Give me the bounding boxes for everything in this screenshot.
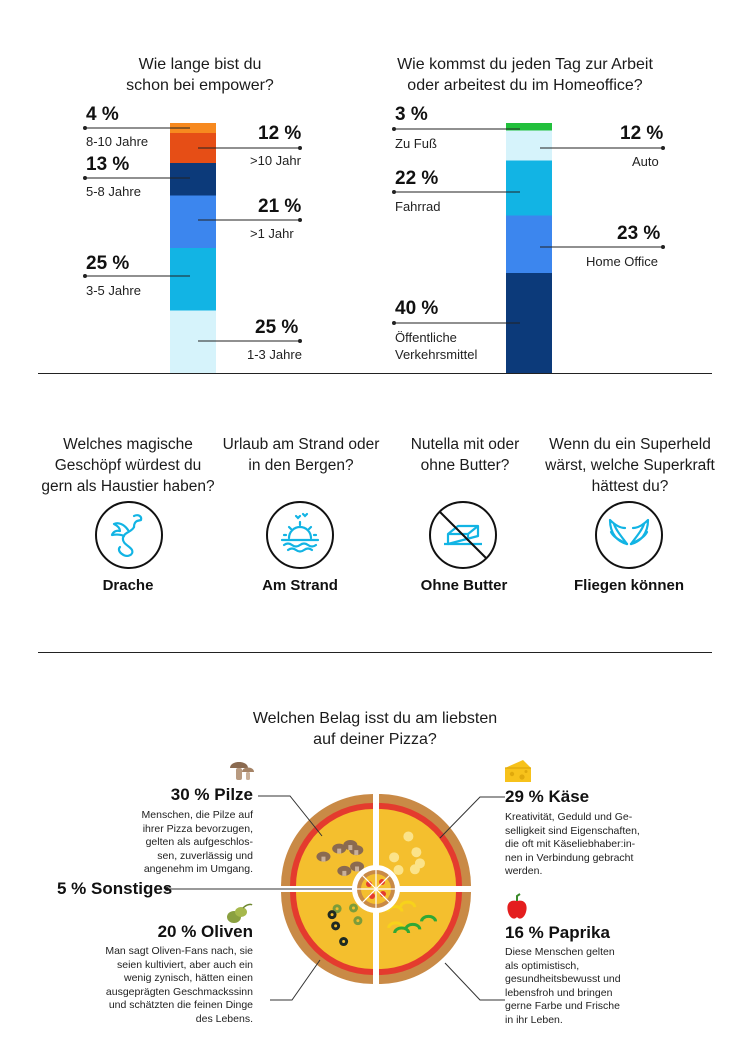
cheese-icon: [505, 760, 531, 782]
bar-segment: [506, 130, 552, 161]
chart1-label-text: 1-3 Jahre: [247, 347, 302, 362]
bar-segment: [506, 215, 552, 273]
mini-topping: [369, 893, 375, 899]
chart2-label-pct: 3 %: [395, 104, 428, 125]
chart1-label-text: 3-5 Jahre: [86, 283, 141, 298]
chart2-label-text: Home Office: [586, 254, 659, 269]
leader-dot: [392, 127, 396, 131]
bar-segment: [170, 195, 216, 248]
pizza-label-kaese-title: 29 % Käse: [505, 787, 590, 806]
pizza-leader-line: [439, 796, 505, 839]
pizza-label-paprika-desc: Diese Menschen gelten als optimistisch, …: [505, 946, 621, 1026]
bar-segment: [506, 160, 552, 216]
pizza-label-pilze-title: 30 % Pilze: [170, 785, 253, 804]
quiz-question: Welches magische Geschöpf würdest du ger…: [41, 436, 215, 495]
pizza-label-oliven-title: 20 % Oliven: [157, 922, 253, 941]
dragon-icon: [95, 501, 163, 569]
section-divider: [38, 652, 712, 653]
bar-segment: [170, 248, 216, 311]
chart1-label-text: 5-8 Jahre: [86, 184, 141, 199]
chart1-label-text: >1 Jahr: [250, 226, 294, 241]
chart2-label-text: Öffentliche Verkehrsmittel: [395, 330, 478, 362]
quiz-answer: Drache: [102, 577, 154, 594]
pizza-leader-line: [258, 795, 323, 837]
leader-dot: [83, 274, 87, 278]
pizza-leader-line: [270, 959, 321, 1001]
pizza-label-paprika-title: 16 % Paprika: [505, 923, 610, 942]
mushroom-icon: [230, 762, 254, 780]
mini-topping: [366, 881, 372, 887]
chart2-label-pct: 12 %: [620, 123, 664, 144]
chart2-label-pct: 22 %: [395, 168, 439, 189]
pizza-slice-paprika: [379, 892, 471, 984]
leader-dot: [298, 218, 302, 222]
mini-topping: [379, 879, 385, 885]
chart3-title: Welchen Belag isst du am liebsten auf de…: [252, 710, 498, 748]
bar-segment: [170, 123, 216, 133]
pizza-slice-kaese: [379, 794, 471, 886]
chart2-label-pct: 23 %: [617, 223, 661, 244]
chart1-label-pct: 13 %: [86, 154, 130, 175]
wings-icon: [595, 501, 663, 569]
pizza-label-oliven-desc: Man sagt Oliven-Fans nach, sie seien kul…: [105, 945, 253, 1025]
paprika-icon: [507, 893, 527, 919]
leader-dot: [392, 190, 396, 194]
leader-dot: [298, 146, 302, 150]
chart2-title: Wie kommst du jeden Tag zur Arbeit oder …: [397, 56, 653, 94]
chart1-label-pct: 12 %: [258, 123, 302, 144]
bar-segment: [506, 123, 552, 131]
chart1-label-text: >10 Jahr: [250, 153, 301, 168]
leader-dot: [298, 339, 302, 343]
quiz-answer: Am Strand: [262, 577, 338, 594]
chart1-title: Wie lange bist du schon bei empower?: [126, 56, 274, 94]
bar-segment: [170, 163, 216, 196]
section-divider: [38, 373, 712, 374]
leader-dot: [83, 176, 87, 180]
leader-dot: [392, 321, 396, 325]
pizza-label-sonstiges: 5 % Sonstiges: [57, 879, 173, 898]
pizza-slice-oliven: [281, 892, 373, 984]
quiz-answer: Fliegen können: [573, 577, 684, 594]
pizza-leader-line: [444, 962, 505, 1001]
mini-topping: [380, 891, 386, 897]
quiz-question: Wenn du ein Superheld wärst, welche Supe…: [545, 436, 715, 495]
bar-segment: [170, 310, 216, 373]
chart1-label-text: 8-10 Jahre: [86, 134, 149, 149]
quiz-question: Urlaub am Strand oder in den Bergen?: [222, 436, 380, 474]
mini-slice-cut: [362, 875, 390, 903]
pizza-slice-pilze: [281, 794, 373, 886]
no-butter-icon: [429, 501, 497, 569]
chart1-label-pct: 4 %: [86, 104, 119, 125]
olive-icon: [227, 903, 253, 923]
beach-sunset-icon: [266, 501, 334, 569]
chart2-label-text: Zu Fuß: [395, 136, 437, 151]
chart1-label-pct: 21 %: [258, 196, 302, 217]
chart2-label-pct: 40 %: [395, 298, 439, 319]
chart2-label-text: Fahrrad: [395, 199, 441, 214]
chart1-label-pct: 25 %: [86, 253, 130, 274]
pizza-leader-dot: [165, 887, 169, 891]
leader-dot: [661, 245, 665, 249]
quiz-answer: Ohne Butter: [420, 577, 508, 594]
chart1-label-pct: 25 %: [255, 317, 299, 338]
leader-dot: [83, 126, 87, 130]
chart2-label-text: Auto: [632, 154, 659, 169]
leader-dot: [661, 146, 665, 150]
pizza-label-kaese-desc: Kreativität, Geduld und Ge- selligkeit s…: [505, 811, 640, 877]
quiz-question: Nutella mit oder ohne Butter?: [410, 436, 520, 474]
pizza-label-pilze-desc: Menschen, die Pilze auf ihrer Pizza bevo…: [141, 809, 253, 875]
